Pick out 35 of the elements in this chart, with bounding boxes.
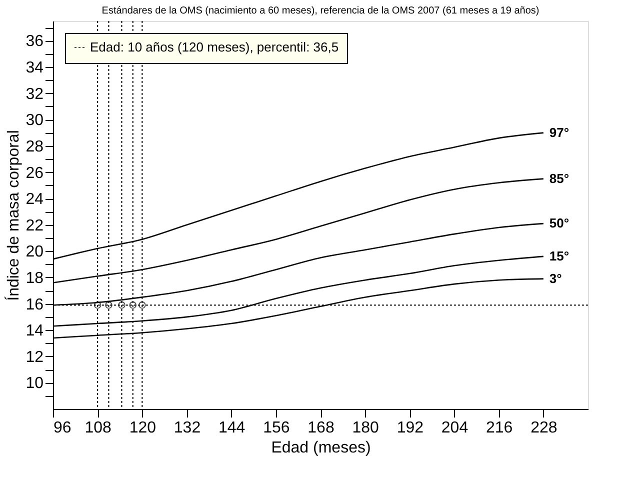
chart-title: Estándares de la OMS (nacimiento a 60 meses), referencia de la OMS 2007 (61 meses a 19 años) <box>102 6 540 17</box>
x-tick-label: 144 <box>218 420 246 436</box>
x-tick-label: 156 <box>263 420 290 436</box>
y-tick-label: 20 <box>26 244 44 261</box>
y-tick-label: 22 <box>26 217 44 234</box>
series-label: 97° <box>549 124 570 140</box>
x-tick-label: 204 <box>441 420 468 436</box>
x-tick-label: 192 <box>396 420 424 436</box>
y-tick-label: 34 <box>26 60 44 77</box>
series-label: 3° <box>549 270 562 286</box>
y-tick-label: 10 <box>26 375 44 392</box>
y-tick-label: 26 <box>26 164 44 182</box>
x-tick-label: 96 <box>54 420 72 436</box>
y-tick-label: 14 <box>26 322 44 340</box>
x-tick-label: 108 <box>84 420 112 436</box>
x-tick-label: 168 <box>308 420 334 436</box>
series-label: 85° <box>549 170 570 186</box>
y-tick-label: 36 <box>26 33 44 50</box>
series-label: 50° <box>549 216 570 231</box>
y-tick-label: 16 <box>26 296 44 314</box>
y-tick-label: 24 <box>26 191 44 208</box>
x-axis-title: Edad (meses) <box>271 440 371 456</box>
x-tick-label: 132 <box>174 420 201 436</box>
series-label: 15° <box>549 248 570 264</box>
x-tick-label: 120 <box>129 420 156 436</box>
legend-label: Edad: 10 años (120 meses), percentil: 36,5 <box>90 40 339 54</box>
x-tick-label: 216 <box>486 420 513 436</box>
x-tick-label: 228 <box>530 420 558 436</box>
y-tick-label: 32 <box>26 86 44 103</box>
y-tick-label: 28 <box>26 138 44 156</box>
y-tick-label: 12 <box>26 348 44 366</box>
y-tick-label: 18 <box>26 270 44 287</box>
x-tick-label: 180 <box>352 420 380 436</box>
y-tick-label: 30 <box>26 112 44 130</box>
y-axis-title: Índice de masa corporal <box>4 130 23 301</box>
